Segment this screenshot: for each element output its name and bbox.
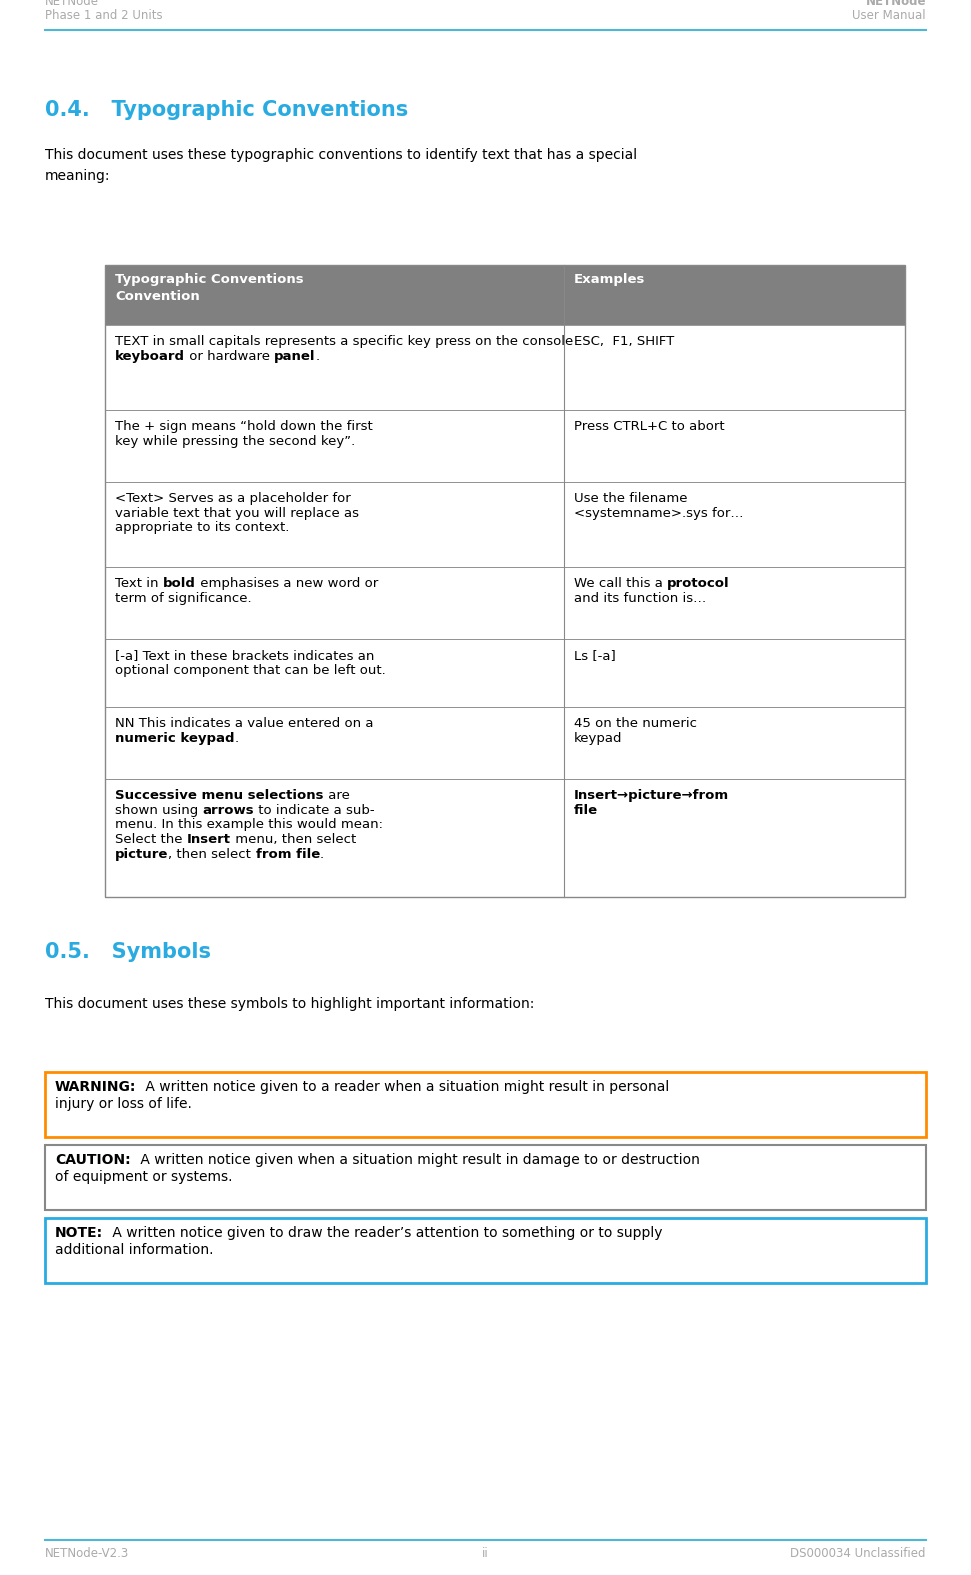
Text: Insert→picture→from: Insert→picture→from [574, 789, 729, 802]
Text: term of significance.: term of significance. [115, 592, 251, 605]
Bar [105, 265, 905, 898]
Text: TEXT in small capitals represents a specific key press on the console: TEXT in small capitals represents a spec… [115, 335, 573, 348]
Bar [105, 482, 564, 567]
Bar [45, 1217, 926, 1284]
Text: ii: ii [482, 1547, 488, 1559]
Text: panel: panel [274, 350, 316, 362]
Bar [564, 482, 905, 567]
Text: WARNING:: WARNING: [55, 1080, 136, 1095]
Text: of equipment or systems.: of equipment or systems. [55, 1170, 232, 1184]
Text: keyboard: keyboard [115, 350, 185, 362]
Text: This document uses these symbols to highlight important information:: This document uses these symbols to high… [45, 997, 534, 1011]
Text: bold: bold [163, 576, 195, 591]
Text: Press CTRL+C to abort: Press CTRL+C to abort [574, 421, 724, 433]
Bar [564, 639, 905, 707]
Bar [564, 567, 905, 639]
Text: <Text> Serves as a placeholder for: <Text> Serves as a placeholder for [115, 491, 351, 506]
Text: arrows: arrows [203, 803, 254, 817]
Text: DS000034 Unclassified: DS000034 Unclassified [790, 1547, 926, 1559]
Text: ESC,  F1, SHIFT: ESC, F1, SHIFT [574, 335, 674, 348]
Bar [105, 639, 564, 707]
Text: Examples: Examples [574, 272, 646, 287]
Bar [45, 1073, 926, 1137]
Text: NETNode: NETNode [45, 0, 99, 8]
Text: menu, then select: menu, then select [231, 833, 356, 846]
Text: Ls [-a]: Ls [-a] [574, 649, 616, 662]
Bar [105, 324, 564, 410]
Text: .: . [235, 732, 239, 745]
Text: numeric keypad: numeric keypad [115, 732, 235, 745]
Text: , then select: , then select [168, 847, 255, 862]
Text: 45 on the numeric: 45 on the numeric [574, 717, 697, 729]
Text: shown using: shown using [115, 803, 203, 817]
Text: NETNode-V2.3: NETNode-V2.3 [45, 1547, 129, 1559]
Text: additional information.: additional information. [55, 1243, 214, 1257]
Text: The + sign means “hold down the first: The + sign means “hold down the first [115, 421, 373, 433]
Text: This document uses these typographic conventions to identify text that has a spe: This document uses these typographic con… [45, 148, 637, 183]
Text: [-a] Text in these brackets indicates an: [-a] Text in these brackets indicates an [115, 649, 375, 662]
Text: NOTE:: NOTE: [55, 1225, 103, 1240]
Text: to indicate a sub-: to indicate a sub- [254, 803, 375, 817]
Text: Use the filename: Use the filename [574, 491, 687, 506]
Text: CAUTION:: CAUTION: [55, 1153, 131, 1167]
Text: We call this a: We call this a [574, 576, 667, 591]
Text: A written notice given to draw the reader’s attention to something or to supply: A written notice given to draw the reade… [108, 1225, 662, 1240]
Text: .: . [316, 350, 319, 362]
Text: A written notice given when a situation might result in damage to or destruction: A written notice given when a situation … [136, 1153, 699, 1167]
Text: 0.4.   Typographic Conventions: 0.4. Typographic Conventions [45, 99, 408, 120]
Text: NETNode: NETNode [865, 0, 926, 8]
Text: optional component that can be left out.: optional component that can be left out. [115, 663, 385, 677]
Text: Select the: Select the [115, 833, 186, 846]
Text: <systemname>.sys for…: <systemname>.sys for… [574, 507, 744, 520]
Bar [105, 780, 564, 898]
Text: are: are [323, 789, 350, 802]
Text: emphasises a new word or: emphasises a new word or [195, 576, 378, 591]
Bar [105, 410, 564, 482]
Text: NN This indicates a value entered on a: NN This indicates a value entered on a [115, 717, 374, 729]
Text: picture: picture [115, 847, 168, 862]
Bar [105, 567, 564, 639]
Text: Typographic Conventions
Convention: Typographic Conventions Convention [115, 272, 304, 302]
Text: file: file [574, 803, 598, 817]
Text: injury or loss of life.: injury or loss of life. [55, 1098, 192, 1110]
Text: Text in: Text in [115, 576, 163, 591]
Text: .: . [319, 847, 324, 862]
Bar [564, 410, 905, 482]
Bar [564, 707, 905, 780]
Text: Insert: Insert [186, 833, 231, 846]
Text: 0.5.   Symbols: 0.5. Symbols [45, 942, 211, 962]
Bar [45, 1145, 926, 1210]
Text: User Manual: User Manual [853, 9, 926, 22]
Text: menu. In this example this would mean:: menu. In this example this would mean: [115, 819, 383, 832]
Text: Phase 1 and 2 Units: Phase 1 and 2 Units [45, 9, 162, 22]
Text: and its function is…: and its function is… [574, 592, 706, 605]
Text: protocol: protocol [667, 576, 730, 591]
Bar [105, 265, 905, 324]
Text: appropriate to its context.: appropriate to its context. [115, 521, 289, 534]
Text: key while pressing the second key”.: key while pressing the second key”. [115, 435, 355, 447]
Text: or hardware: or hardware [185, 350, 274, 362]
Text: A written notice given to a reader when a situation might result in personal: A written notice given to a reader when … [142, 1080, 670, 1095]
Text: Successive menu selections: Successive menu selections [115, 789, 323, 802]
Bar [564, 780, 905, 898]
Text: from file: from file [255, 847, 319, 862]
Bar [105, 707, 564, 780]
Text: keypad: keypad [574, 732, 622, 745]
Text: variable text that you will replace as: variable text that you will replace as [115, 507, 359, 520]
Bar [564, 324, 905, 410]
